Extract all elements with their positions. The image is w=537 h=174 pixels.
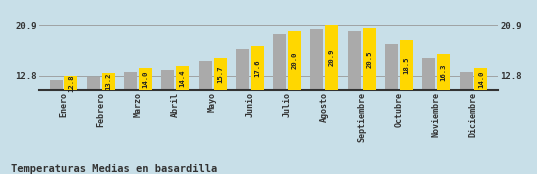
Bar bbox=[385, 44, 398, 156]
Bar bbox=[139, 68, 152, 156]
Bar bbox=[161, 70, 175, 156]
Text: 14.0: 14.0 bbox=[478, 70, 484, 88]
Text: 18.5: 18.5 bbox=[403, 56, 409, 74]
Text: 20.9: 20.9 bbox=[329, 49, 335, 66]
Text: 14.4: 14.4 bbox=[180, 69, 186, 87]
Text: 15.7: 15.7 bbox=[217, 65, 223, 83]
Bar bbox=[124, 72, 137, 156]
Bar bbox=[460, 72, 473, 156]
Bar bbox=[400, 40, 413, 156]
Text: 12.8: 12.8 bbox=[68, 74, 74, 92]
Bar bbox=[474, 68, 488, 156]
Text: 14.0: 14.0 bbox=[142, 70, 149, 88]
Bar bbox=[251, 46, 264, 156]
Bar bbox=[273, 34, 286, 156]
Text: 17.6: 17.6 bbox=[255, 59, 260, 77]
Text: 20.0: 20.0 bbox=[292, 52, 297, 69]
Bar bbox=[288, 31, 301, 156]
Bar bbox=[87, 77, 100, 156]
Bar bbox=[176, 66, 190, 156]
Text: 13.2: 13.2 bbox=[105, 73, 111, 90]
Bar bbox=[437, 54, 450, 156]
Text: 16.3: 16.3 bbox=[441, 63, 447, 81]
Text: Temperaturas Medias en basardilla: Temperaturas Medias en basardilla bbox=[11, 164, 217, 174]
Bar bbox=[101, 73, 115, 156]
Bar bbox=[199, 61, 212, 156]
Text: 20.5: 20.5 bbox=[366, 50, 372, 68]
Bar bbox=[214, 58, 227, 156]
Bar bbox=[310, 29, 323, 156]
Bar bbox=[422, 58, 436, 156]
Bar bbox=[236, 49, 249, 156]
Bar bbox=[362, 27, 376, 156]
Bar bbox=[64, 76, 77, 156]
Bar bbox=[49, 80, 63, 156]
Bar bbox=[325, 25, 338, 156]
Bar bbox=[347, 31, 361, 156]
